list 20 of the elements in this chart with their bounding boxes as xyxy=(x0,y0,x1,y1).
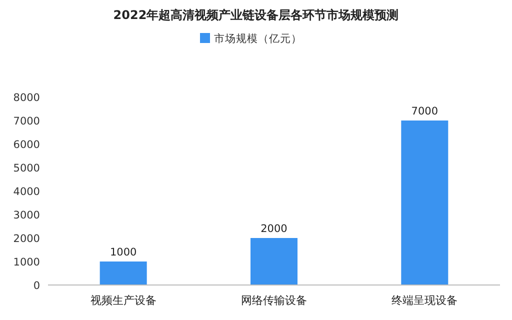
data-label: 1000 xyxy=(110,246,137,258)
y-tick-label: 4000 xyxy=(13,186,40,198)
y-tick-label: 0 xyxy=(33,280,40,292)
data-label: 2000 xyxy=(260,223,288,235)
y-tick-label: 2000 xyxy=(13,233,40,245)
y-tick-label: 7000 xyxy=(13,116,40,128)
data-label: 7000 xyxy=(411,106,438,118)
legend-label: 市场规模（亿元） xyxy=(214,32,302,45)
y-tick-label: 6000 xyxy=(13,139,40,151)
bar xyxy=(100,262,147,285)
y-tick-label: 3000 xyxy=(13,210,40,222)
bar xyxy=(250,238,298,285)
x-tick-label: 网络传输设备 xyxy=(241,294,307,307)
bar xyxy=(401,120,448,285)
y-tick-label: 8000 xyxy=(13,92,40,104)
y-tick-label: 1000 xyxy=(13,256,40,268)
chart-title: 2022年超高清视频产业链设备层各环节市场规模预测 xyxy=(113,8,399,22)
x-tick-label: 视频生产设备 xyxy=(90,294,156,307)
y-tick-label: 5000 xyxy=(13,162,40,174)
x-tick-label: 终端呈现设备 xyxy=(392,294,458,307)
